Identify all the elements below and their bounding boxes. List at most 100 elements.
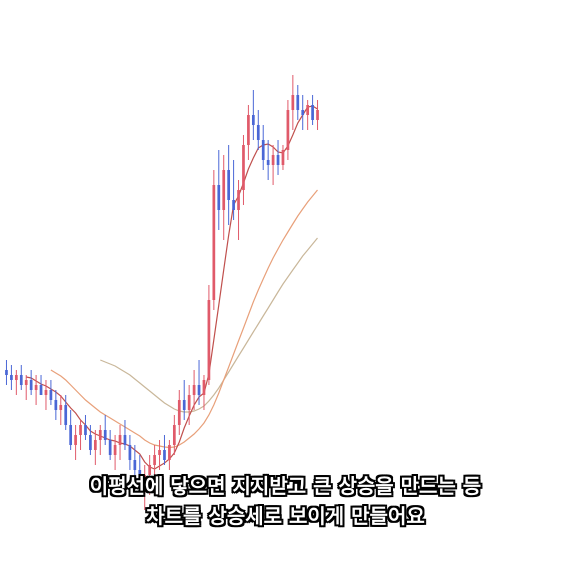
candle-body <box>261 140 265 160</box>
candle <box>19 365 23 390</box>
candle <box>271 145 275 185</box>
candle <box>247 105 250 160</box>
candle <box>237 180 240 240</box>
candle-body <box>266 160 270 165</box>
candle <box>133 445 137 480</box>
candle-body <box>84 425 87 435</box>
candle <box>44 380 48 410</box>
candle <box>177 390 181 435</box>
candle-body <box>296 95 300 110</box>
candle <box>202 375 206 410</box>
candle <box>118 425 122 460</box>
candle <box>69 410 73 450</box>
candle-body <box>19 375 23 385</box>
candle <box>29 370 33 395</box>
candle <box>59 395 63 425</box>
candle-body <box>192 385 196 395</box>
candle <box>14 370 18 395</box>
candle <box>158 440 161 470</box>
candle-body <box>89 435 92 450</box>
candle <box>296 85 300 120</box>
candle <box>54 390 58 420</box>
candle <box>103 415 107 445</box>
candle <box>24 375 28 400</box>
candle-body <box>286 110 290 150</box>
candle <box>242 135 245 205</box>
candle-body <box>316 110 319 120</box>
candle-body <box>153 455 156 465</box>
candle <box>291 75 295 130</box>
candle-body <box>44 390 48 395</box>
candle-body <box>5 370 8 375</box>
candle-body <box>10 375 13 380</box>
candle <box>256 110 260 150</box>
candle-body <box>118 435 122 445</box>
candle-body <box>291 95 295 110</box>
candle-body <box>202 380 206 395</box>
subtitle-line-2: 차트를 상승세로 보이게 만들어요 <box>146 504 425 528</box>
candle-body <box>138 470 142 485</box>
candle-body <box>222 170 226 210</box>
candle <box>207 285 211 385</box>
candle-body <box>306 105 310 115</box>
candle-body <box>276 155 280 165</box>
candle-body <box>79 425 82 435</box>
candle <box>84 415 87 440</box>
candle <box>217 150 221 230</box>
candle <box>286 100 290 160</box>
candle <box>227 145 231 225</box>
candle <box>89 425 92 455</box>
candle <box>266 140 270 180</box>
candle <box>301 95 305 130</box>
candle-body <box>242 145 245 190</box>
candle <box>168 440 171 470</box>
candle-body <box>197 385 201 395</box>
candle-body <box>74 435 77 445</box>
candle-body <box>232 200 235 210</box>
candle-body <box>128 445 132 460</box>
candle <box>261 125 265 170</box>
candle-body <box>301 110 305 115</box>
candle <box>187 385 191 425</box>
candle <box>251 90 255 140</box>
candle-body <box>247 115 250 145</box>
candle-body <box>163 450 166 460</box>
candle <box>49 380 53 405</box>
candle-body <box>93 440 97 450</box>
candle-body <box>271 155 275 165</box>
candle <box>197 360 201 405</box>
candle <box>34 375 38 405</box>
candle-body <box>217 185 221 210</box>
candle <box>39 375 43 395</box>
candle-body <box>49 390 53 400</box>
candle-body <box>133 460 137 470</box>
candle-body <box>182 400 186 410</box>
candle-body <box>143 475 147 485</box>
moving-average-long-line <box>100 237 318 413</box>
candle <box>138 455 142 495</box>
moving-average-mid-line <box>50 189 318 449</box>
candle <box>163 435 166 465</box>
candle <box>148 455 152 495</box>
candle-body <box>148 465 152 475</box>
candle <box>113 435 117 470</box>
candle <box>182 380 186 420</box>
candle <box>316 100 319 130</box>
candle-body <box>177 400 181 425</box>
candle-body <box>108 440 112 455</box>
subtitle-line-1: 이평선에 닿으면 지지받고 큰 상승을 만드는 등 <box>89 474 482 498</box>
candle <box>5 360 8 385</box>
candle-body <box>237 190 240 210</box>
candle <box>10 365 13 390</box>
candle <box>143 465 147 510</box>
candle <box>128 435 132 470</box>
candle-body <box>39 385 43 395</box>
candle <box>311 95 314 125</box>
candle <box>172 415 176 455</box>
candle-body <box>256 125 260 140</box>
candle <box>74 425 77 460</box>
candle-body <box>123 435 127 445</box>
candle-body <box>207 300 211 380</box>
